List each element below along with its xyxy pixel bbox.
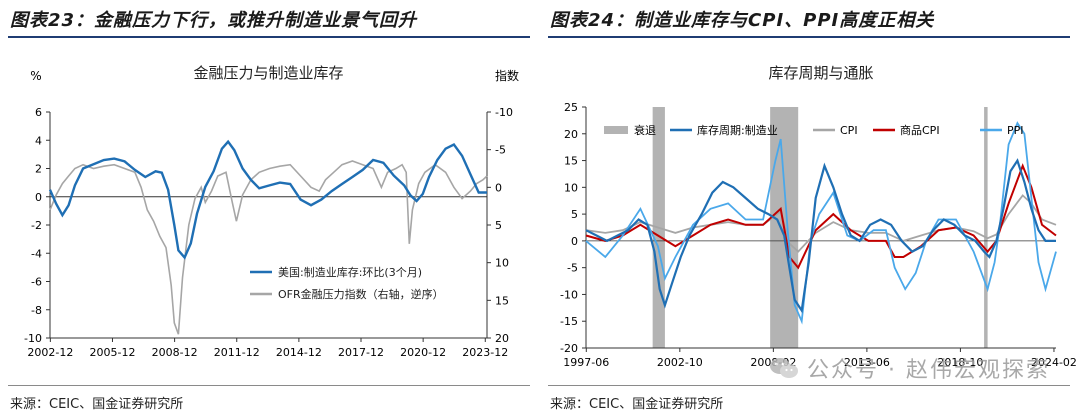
panel-left: 图表23：金融压力下行，或推升制造业景气回升 金融压力与制造业库存% 指数 6 4 2 0… [8, 10, 530, 412]
y-tick-right-label: -10 [495, 106, 513, 119]
chart-title: 库存周期与通胀 [768, 64, 873, 82]
y-tick-right-label: 20 [495, 332, 509, 345]
x-tick-label: 2002-10 [657, 356, 703, 369]
y-tick-label: 25 [564, 101, 578, 114]
y-tick-label: 15 [564, 155, 578, 168]
legend-label: OFR金融压力指数（右轴，逆序） [278, 287, 444, 301]
y-tick-label: 10 [564, 181, 578, 194]
x-tick-label: 1997-06 [563, 356, 609, 369]
y-tick-right-label: 5 [495, 219, 502, 232]
series-line-ofr [49, 160, 488, 335]
x-tick-label: 2002-12 [27, 346, 73, 359]
x-tick-label: 2011-12 [214, 346, 260, 359]
chart-left: 金融压力与制造业库存% 指数6420-2-4-6-8-10-10-50510152… [24, 64, 519, 359]
y-tick-label: -10 [560, 288, 578, 301]
y-tick-left-label: 2 [35, 163, 42, 176]
x-tick-label: 2020-12 [400, 346, 446, 359]
y-tick-right-label: 0 [495, 181, 502, 194]
title-rule [8, 36, 530, 38]
x-tick-label: 2014-12 [276, 346, 322, 359]
legend-label: 衰退 [634, 123, 656, 137]
y-tick-label: 5 [571, 208, 578, 221]
series-line-inventory-cycle [585, 158, 1056, 314]
y-tick-left-label: 0 [35, 191, 42, 204]
x-tick-label: 2023-12 [462, 346, 508, 359]
source-note: 来源：CEIC、国金证券研究所 [550, 397, 724, 412]
y-tick-left-label: -10 [24, 332, 42, 345]
chart-title: 金融压力与制造业库存 [193, 64, 343, 82]
y-axis-left-label: % [30, 69, 41, 83]
legend-label: 美国:制造业库存:环比(3个月) [278, 265, 422, 279]
y-tick-label: -20 [560, 342, 578, 355]
x-tick-label: 2005-12 [89, 346, 135, 359]
x-tick-label: 2017-12 [338, 346, 384, 359]
y-tick-label: -5 [567, 262, 578, 275]
legend-label: CPI [840, 124, 858, 137]
recession-band [984, 107, 988, 348]
y-tick-left-label: 6 [35, 106, 42, 119]
figure-title: 图表24：制造业库存与CPI、PPI高度正相关 [550, 10, 935, 31]
x-tick-label: 2018-10 [937, 356, 983, 369]
y-tick-label: -15 [560, 315, 578, 328]
series-line-cpi [585, 194, 1057, 253]
source-note: 来源：CEIC、国金证券研究所 [10, 397, 184, 412]
y-tick-right-label: 10 [495, 257, 509, 270]
y-tick-right-label: 15 [495, 294, 509, 307]
y-tick-left-label: -4 [31, 247, 42, 260]
series-line-inventory [48, 139, 487, 260]
panel-right: 图表24：制造业库存与CPI、PPI高度正相关 库存周期与通胀 25 20 15 10 5… [540, 0, 1080, 414]
y-tick-left-label: -2 [31, 219, 42, 232]
watermark-text: 公众号 · 赵伟宏观探索 [807, 358, 1050, 383]
y-axis-right-label: 指数 [495, 68, 519, 83]
y-tick-label: 0 [571, 235, 578, 248]
y-tick-left-label: -8 [31, 304, 42, 317]
y-tick-right-label: -5 [495, 144, 506, 157]
x-tick-label: 2024-02 [1031, 356, 1077, 369]
y-tick-label: 20 [564, 128, 578, 141]
wechat-icon [770, 358, 799, 378]
y-tick-left-label: -6 [31, 276, 42, 289]
figure-title: 图表23：金融压力下行，或推升制造业景气回升 [10, 10, 418, 31]
legend-label: 商品CPI [900, 123, 940, 137]
x-tick-label: 2008-12 [152, 346, 198, 359]
source-rule [548, 385, 1070, 386]
watermark: 公众号 · 赵伟宏观探索 [769, 352, 1050, 384]
legend-label: PPI [1007, 124, 1024, 137]
source-rule [8, 385, 530, 386]
x-tick-label: 2013-06 [844, 356, 890, 369]
y-tick-left-label: 4 [35, 134, 42, 147]
legend-label: 库存周期:制造业 [697, 123, 778, 137]
title-rule [548, 36, 1070, 38]
series-line-ppi [585, 121, 1057, 325]
legend-swatch-recession [604, 126, 628, 134]
